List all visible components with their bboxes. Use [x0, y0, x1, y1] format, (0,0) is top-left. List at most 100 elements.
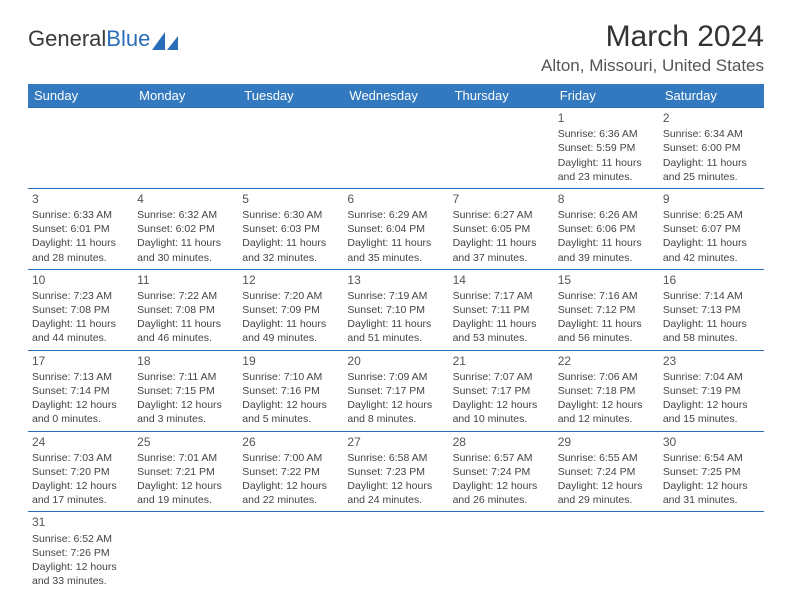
calendar-cell: 9Sunrise: 6:25 AMSunset: 6:07 PMDaylight… — [659, 188, 764, 269]
calendar-cell: 16Sunrise: 7:14 AMSunset: 7:13 PMDayligh… — [659, 269, 764, 350]
sunrise-line: Sunrise: 7:17 AM — [453, 289, 550, 303]
sunset-line: Sunset: 7:19 PM — [663, 384, 760, 398]
calendar-cell: 21Sunrise: 7:07 AMSunset: 7:17 PMDayligh… — [449, 350, 554, 431]
sunrise-line: Sunrise: 6:25 AM — [663, 208, 760, 222]
calendar-cell: 23Sunrise: 7:04 AMSunset: 7:19 PMDayligh… — [659, 350, 764, 431]
daylight-line: Daylight: 11 hours and 56 minutes. — [558, 317, 655, 345]
sunrise-line: Sunrise: 6:27 AM — [453, 208, 550, 222]
sunrise-line: Sunrise: 7:10 AM — [242, 370, 339, 384]
day-number: 4 — [137, 191, 234, 207]
daylight-line: Daylight: 12 hours and 26 minutes. — [453, 479, 550, 507]
calendar-cell: 28Sunrise: 6:57 AMSunset: 7:24 PMDayligh… — [449, 431, 554, 512]
daylight-line: Daylight: 12 hours and 22 minutes. — [242, 479, 339, 507]
sunrise-line: Sunrise: 6:36 AM — [558, 127, 655, 141]
daylight-line: Daylight: 12 hours and 31 minutes. — [663, 479, 760, 507]
weekday-header: Wednesday — [343, 84, 448, 108]
weekday-header: Tuesday — [238, 84, 343, 108]
sunset-line: Sunset: 6:02 PM — [137, 222, 234, 236]
weekday-header: Saturday — [659, 84, 764, 108]
sunset-line: Sunset: 7:17 PM — [347, 384, 444, 398]
calendar-cell: 30Sunrise: 6:54 AMSunset: 7:25 PMDayligh… — [659, 431, 764, 512]
day-number: 26 — [242, 434, 339, 450]
day-number: 13 — [347, 272, 444, 288]
weekday-header: Monday — [133, 84, 238, 108]
daylight-line: Daylight: 12 hours and 12 minutes. — [558, 398, 655, 426]
daylight-line: Daylight: 12 hours and 33 minutes. — [32, 560, 129, 588]
sunrise-line: Sunrise: 6:57 AM — [453, 451, 550, 465]
title-block: March 2024 Alton, Missouri, United State… — [541, 20, 764, 76]
calendar-cell — [28, 108, 133, 189]
calendar-cell: 29Sunrise: 6:55 AMSunset: 7:24 PMDayligh… — [554, 431, 659, 512]
day-number: 10 — [32, 272, 129, 288]
calendar-cell: 20Sunrise: 7:09 AMSunset: 7:17 PMDayligh… — [343, 350, 448, 431]
logo-text-gray: General — [28, 26, 106, 52]
day-number: 27 — [347, 434, 444, 450]
day-number: 17 — [32, 353, 129, 369]
sunset-line: Sunset: 6:01 PM — [32, 222, 129, 236]
sunrise-line: Sunrise: 6:55 AM — [558, 451, 655, 465]
day-number: 20 — [347, 353, 444, 369]
day-number: 22 — [558, 353, 655, 369]
sunset-line: Sunset: 6:06 PM — [558, 222, 655, 236]
weekday-header: Sunday — [28, 84, 133, 108]
calendar-cell: 19Sunrise: 7:10 AMSunset: 7:16 PMDayligh… — [238, 350, 343, 431]
calendar-cell: 2Sunrise: 6:34 AMSunset: 6:00 PMDaylight… — [659, 108, 764, 189]
calendar-cell: 11Sunrise: 7:22 AMSunset: 7:08 PMDayligh… — [133, 269, 238, 350]
calendar-cell: 22Sunrise: 7:06 AMSunset: 7:18 PMDayligh… — [554, 350, 659, 431]
daylight-line: Daylight: 12 hours and 0 minutes. — [32, 398, 129, 426]
calendar-cell: 24Sunrise: 7:03 AMSunset: 7:20 PMDayligh… — [28, 431, 133, 512]
daylight-line: Daylight: 11 hours and 44 minutes. — [32, 317, 129, 345]
sunset-line: Sunset: 7:24 PM — [453, 465, 550, 479]
daylight-line: Daylight: 12 hours and 24 minutes. — [347, 479, 444, 507]
sunset-line: Sunset: 7:23 PM — [347, 465, 444, 479]
calendar-cell: 5Sunrise: 6:30 AMSunset: 6:03 PMDaylight… — [238, 188, 343, 269]
calendar-cell — [343, 108, 448, 189]
daylight-line: Daylight: 12 hours and 29 minutes. — [558, 479, 655, 507]
calendar-cell: 8Sunrise: 6:26 AMSunset: 6:06 PMDaylight… — [554, 188, 659, 269]
daylight-line: Daylight: 11 hours and 42 minutes. — [663, 236, 760, 264]
sunrise-line: Sunrise: 6:34 AM — [663, 127, 760, 141]
calendar-cell — [449, 512, 554, 592]
day-number: 21 — [453, 353, 550, 369]
day-number: 18 — [137, 353, 234, 369]
day-number: 31 — [32, 514, 129, 530]
day-number: 3 — [32, 191, 129, 207]
sunset-line: Sunset: 7:17 PM — [453, 384, 550, 398]
calendar-cell: 3Sunrise: 6:33 AMSunset: 6:01 PMDaylight… — [28, 188, 133, 269]
sunset-line: Sunset: 7:25 PM — [663, 465, 760, 479]
sunset-line: Sunset: 7:21 PM — [137, 465, 234, 479]
daylight-line: Daylight: 11 hours and 58 minutes. — [663, 317, 760, 345]
calendar-cell: 17Sunrise: 7:13 AMSunset: 7:14 PMDayligh… — [28, 350, 133, 431]
daylight-line: Daylight: 12 hours and 10 minutes. — [453, 398, 550, 426]
day-number: 29 — [558, 434, 655, 450]
sunset-line: Sunset: 7:08 PM — [137, 303, 234, 317]
calendar-cell — [554, 512, 659, 592]
header: GeneralBlue March 2024 Alton, Missouri, … — [28, 20, 764, 76]
sunrise-line: Sunrise: 7:03 AM — [32, 451, 129, 465]
sunrise-line: Sunrise: 6:54 AM — [663, 451, 760, 465]
day-number: 12 — [242, 272, 339, 288]
daylight-line: Daylight: 12 hours and 15 minutes. — [663, 398, 760, 426]
sunset-line: Sunset: 7:11 PM — [453, 303, 550, 317]
month-title: March 2024 — [541, 20, 764, 54]
sunrise-line: Sunrise: 7:04 AM — [663, 370, 760, 384]
sunset-line: Sunset: 6:04 PM — [347, 222, 444, 236]
calendar-cell: 1Sunrise: 6:36 AMSunset: 5:59 PMDaylight… — [554, 108, 659, 189]
day-number: 5 — [242, 191, 339, 207]
sunrise-line: Sunrise: 7:20 AM — [242, 289, 339, 303]
daylight-line: Daylight: 11 hours and 25 minutes. — [663, 156, 760, 184]
calendar-cell — [133, 512, 238, 592]
sunset-line: Sunset: 6:03 PM — [242, 222, 339, 236]
calendar-cell: 26Sunrise: 7:00 AMSunset: 7:22 PMDayligh… — [238, 431, 343, 512]
calendar-cell: 27Sunrise: 6:58 AMSunset: 7:23 PMDayligh… — [343, 431, 448, 512]
day-number: 2 — [663, 110, 760, 126]
location: Alton, Missouri, United States — [541, 56, 764, 76]
calendar-cell: 15Sunrise: 7:16 AMSunset: 7:12 PMDayligh… — [554, 269, 659, 350]
day-number: 25 — [137, 434, 234, 450]
sunrise-line: Sunrise: 7:13 AM — [32, 370, 129, 384]
sunrise-line: Sunrise: 6:58 AM — [347, 451, 444, 465]
day-number: 6 — [347, 191, 444, 207]
sunset-line: Sunset: 7:22 PM — [242, 465, 339, 479]
day-number: 30 — [663, 434, 760, 450]
daylight-line: Daylight: 12 hours and 3 minutes. — [137, 398, 234, 426]
